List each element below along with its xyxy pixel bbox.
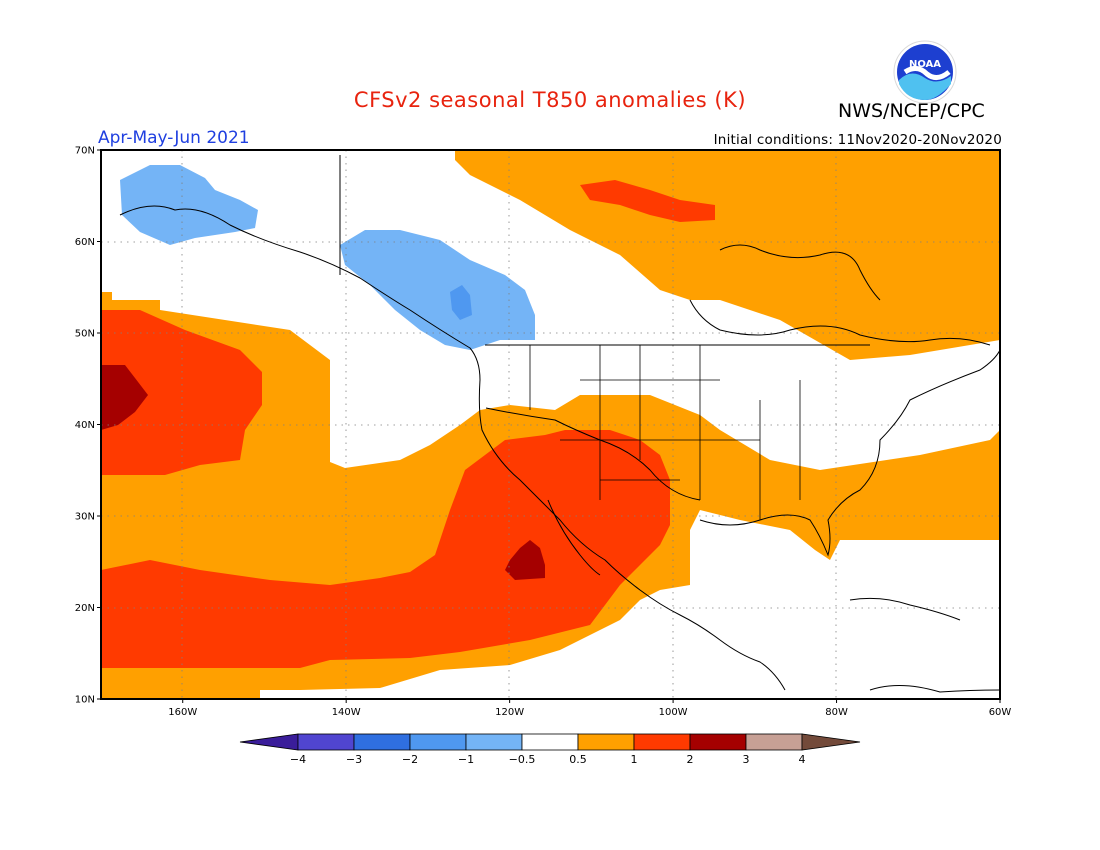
latitude-tick-labels: 70N 60N 50N 40N 30N 20N 10N <box>75 146 101 706</box>
colorbar-bin <box>409 733 467 751</box>
lon-tick-label: 160W <box>168 707 197 718</box>
anomaly-area-pacific-south <box>101 430 670 668</box>
anomaly-area-bc-negative <box>340 230 535 350</box>
anomaly-area-pacific-east <box>101 310 262 475</box>
noaa-logo: NOAA <box>893 40 957 104</box>
us-state-lines <box>529 345 801 520</box>
colorbar-label: −4 <box>290 753 306 766</box>
colorbar-max-triangle <box>801 733 861 751</box>
lon-tick-label: 60W <box>989 707 1012 718</box>
colorbar-label: −1 <box>458 753 474 766</box>
colorbar-bin <box>689 733 747 751</box>
longitude-tick-labels: 160W 140W 120W 100W 80W 60W <box>168 699 1011 718</box>
anomaly-area-alaska-negative <box>120 165 258 245</box>
lat-tick-label: 50N <box>75 329 95 340</box>
anomaly-shading <box>101 150 1000 699</box>
lon-tick-label: 120W <box>495 707 524 718</box>
anomaly-area-hudson-max <box>580 180 715 222</box>
map-title: CFSv2 seasonal T850 anomalies (K) <box>353 88 747 112</box>
anomaly-area-pacific-max <box>101 365 148 430</box>
colorbar-label: −3 <box>346 753 362 766</box>
anomaly-area-canada-positive <box>455 150 1000 360</box>
colorbar <box>239 733 861 751</box>
colorbar-bin <box>577 733 635 751</box>
initial-conditions: Initial conditions: 11Nov2020-20Nov2020 <box>713 132 1002 148</box>
lat-tick-label: 20N <box>75 603 95 614</box>
colorbar-bin <box>633 733 691 751</box>
lat-tick-label: 10N <box>75 695 95 706</box>
colorbar-bin <box>745 733 803 751</box>
colorbar-bin <box>353 733 411 751</box>
agency-label: NWS/NCEP/CPC <box>838 100 985 122</box>
map-grid <box>101 150 1000 699</box>
colorbar-min-triangle <box>239 733 299 751</box>
svg-text:NOAA: NOAA <box>909 59 941 70</box>
colorbar-label: 4 <box>799 753 806 766</box>
colorbar-label: 1 <box>631 753 638 766</box>
lon-tick-label: 140W <box>332 707 361 718</box>
colorbar-bin <box>297 733 355 751</box>
lat-tick-label: 40N <box>75 420 95 431</box>
colorbar-label: 0.5 <box>569 753 587 766</box>
lat-tick-label: 70N <box>75 146 95 157</box>
colorbar-label: −2 <box>402 753 418 766</box>
colorbar-label: −0.5 <box>509 753 536 766</box>
anomaly-area-baja-max <box>505 540 545 580</box>
colorbar-bin <box>521 733 579 751</box>
forecast-period: Apr-May-Jun 2021 <box>98 128 250 148</box>
colorbar-bin <box>465 733 523 751</box>
anomaly-area-bc-core <box>450 285 472 320</box>
lon-tick-label: 80W <box>825 707 848 718</box>
colorbar-label: 3 <box>743 753 750 766</box>
lat-tick-label: 60N <box>75 237 95 248</box>
lon-tick-label: 100W <box>659 707 688 718</box>
colorbar-labels: −4 −3 −2 −1 −0.5 0.5 1 2 3 4 <box>290 753 806 766</box>
colorbar-label: 2 <box>687 753 694 766</box>
lat-tick-label: 30N <box>75 512 95 523</box>
